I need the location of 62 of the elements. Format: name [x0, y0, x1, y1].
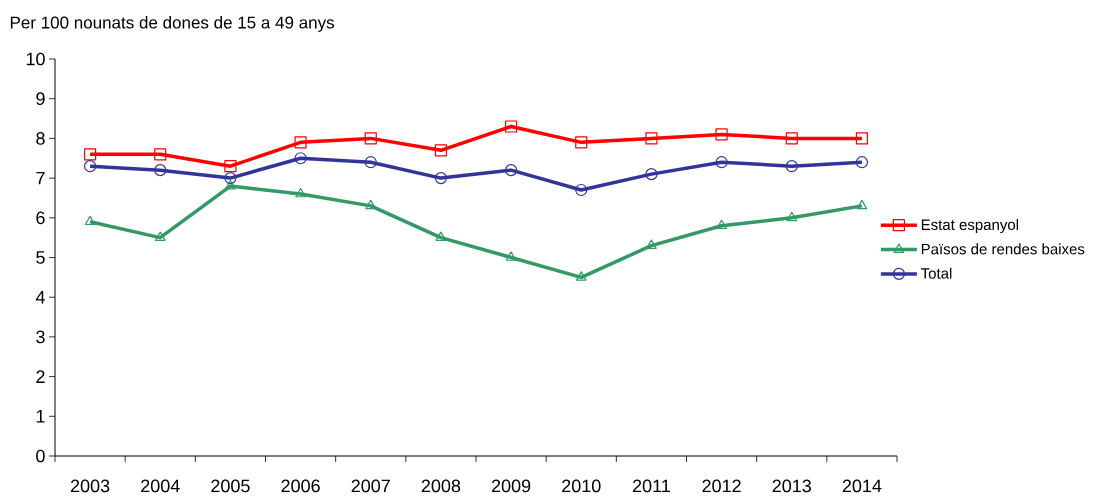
legend-label: Total [920, 267, 952, 279]
x-tick-label: 2003 [70, 479, 110, 493]
point [645, 168, 658, 181]
point [83, 160, 97, 173]
y-tick-label: 2 [36, 370, 45, 383]
y-tick-label: 0 [36, 449, 45, 463]
point [855, 132, 869, 145]
x-tick-label: 2010 [562, 479, 601, 493]
y-tick-label: 1 [36, 410, 45, 423]
y-tick-label: 9 [36, 92, 45, 106]
point [294, 152, 307, 165]
point [646, 239, 657, 249]
y-tick-label: 6 [36, 211, 45, 225]
x-tick-label: 2004 [141, 479, 180, 493]
point [224, 172, 237, 185]
point [785, 160, 798, 173]
x-tick-label: 2007 [351, 479, 390, 493]
point [364, 156, 377, 169]
point [294, 136, 307, 149]
x-tick-label: 2009 [491, 479, 531, 493]
y-tick-label: 5 [36, 251, 45, 264]
point [504, 164, 518, 177]
x-tick-label: 2013 [772, 479, 811, 493]
x-tick-label: 2012 [702, 479, 741, 493]
point [434, 172, 448, 185]
point [716, 219, 727, 230]
y-tick-label: 4 [35, 291, 45, 304]
point [575, 183, 588, 197]
point [295, 187, 306, 198]
point [786, 211, 798, 222]
point [855, 156, 869, 169]
point [856, 199, 868, 210]
point [575, 271, 587, 281]
point [224, 160, 237, 173]
x-tick-label: 2014 [842, 479, 882, 493]
point [154, 231, 166, 241]
x-tick-label: 2011 [632, 479, 670, 493]
x-tick-label: 2005 [211, 479, 250, 493]
legend-label: Països de rendes baixes [921, 243, 1085, 255]
point [84, 215, 96, 226]
point [785, 132, 798, 145]
x-tick-label: 2008 [421, 479, 461, 493]
point [505, 251, 517, 261]
legend-label: Estat espanyol [921, 219, 1019, 233]
point [715, 128, 728, 141]
point [154, 148, 167, 161]
point [364, 132, 377, 145]
y-tick-label: 10 [26, 52, 45, 66]
point [83, 148, 97, 161]
point [645, 132, 658, 145]
point [504, 120, 518, 133]
point [435, 231, 447, 241]
point [575, 136, 588, 149]
x-tick-label: 2006 [281, 479, 320, 493]
point [715, 156, 728, 169]
point [225, 179, 236, 190]
point [434, 144, 448, 157]
y-tick-label: 7 [36, 171, 45, 185]
y-tick-label: 8 [36, 132, 45, 145]
point [154, 164, 167, 177]
y-tick-label: 3 [36, 330, 45, 344]
chart-title: Per 100 nounats de dones de 15 a 49 anys [10, 16, 334, 32]
